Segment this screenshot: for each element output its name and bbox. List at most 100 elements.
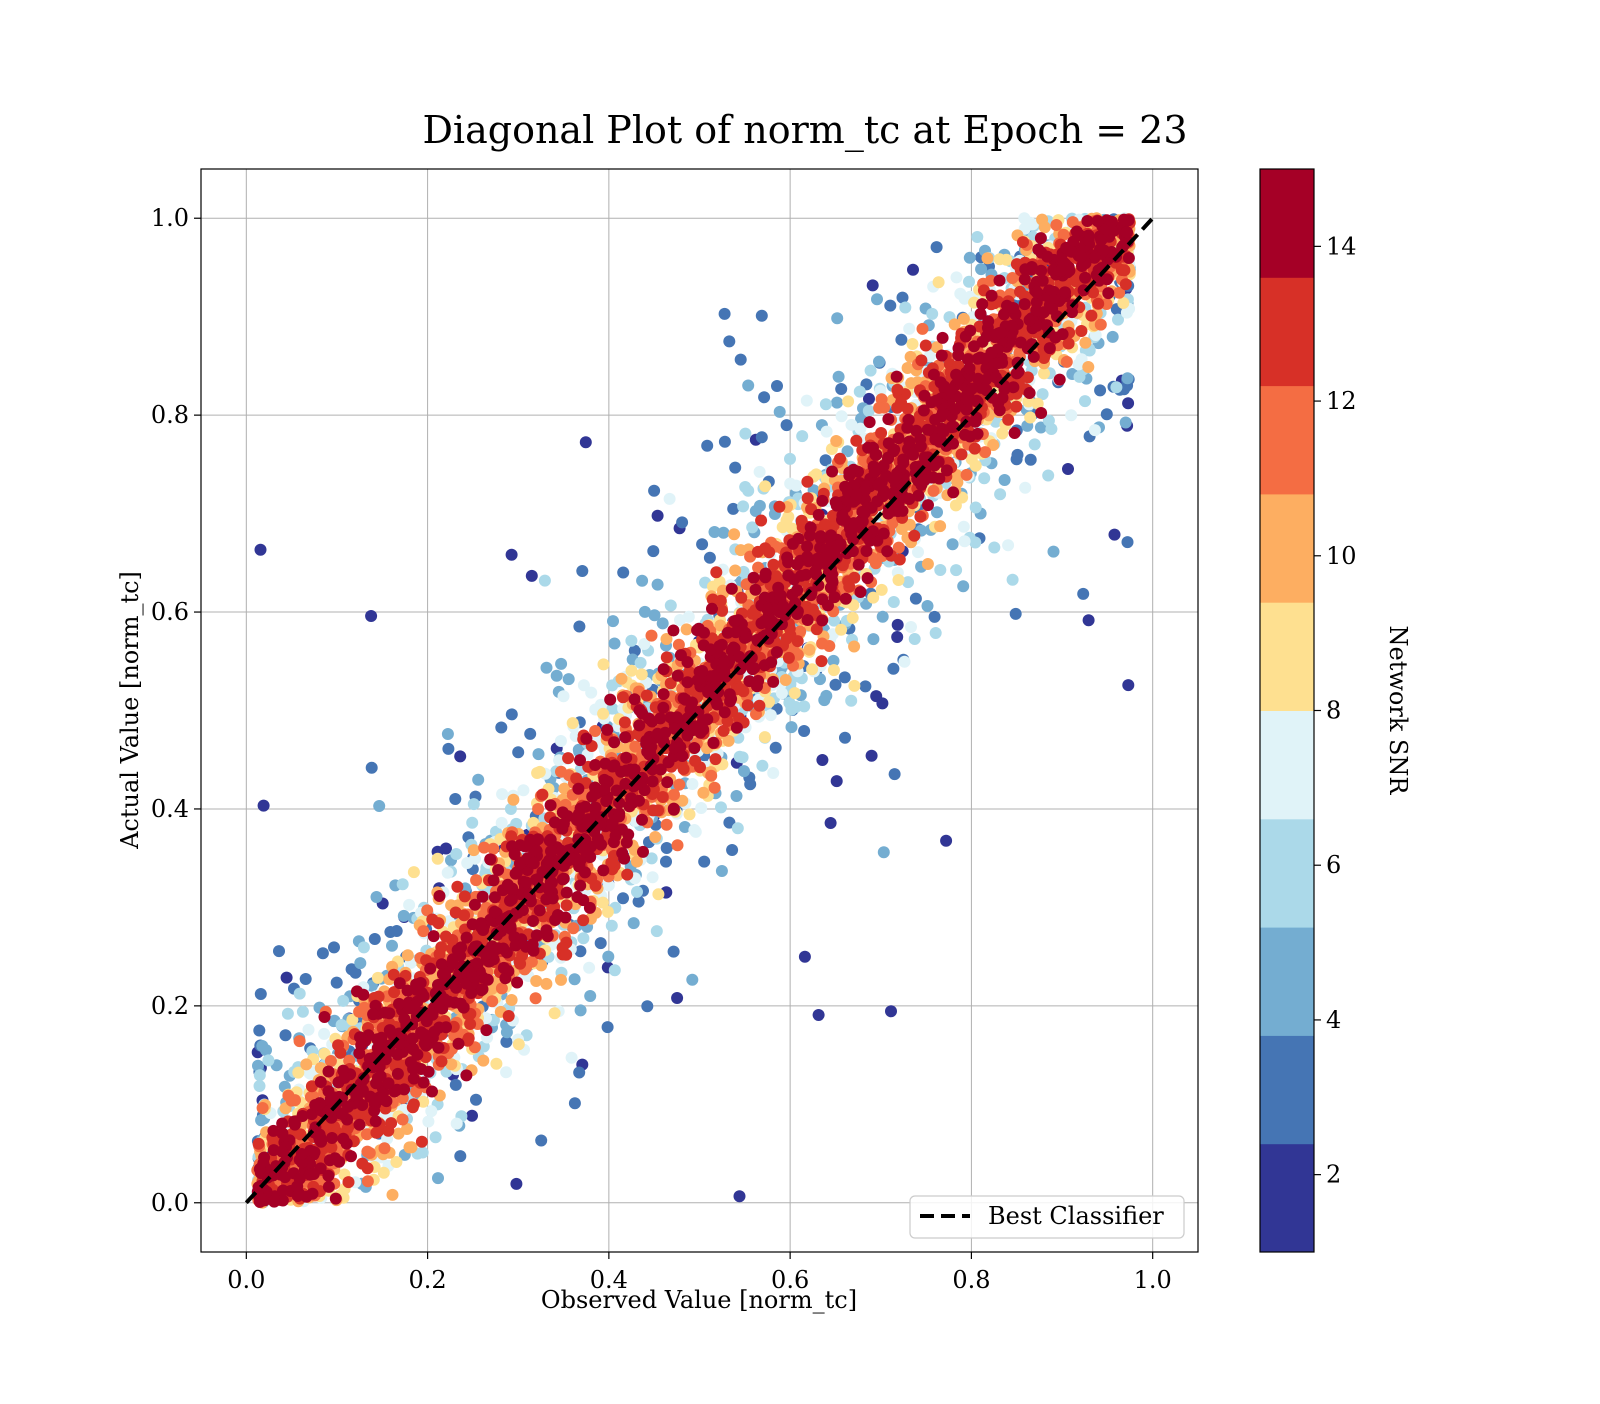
scatter-point bbox=[767, 767, 779, 779]
scatter-point bbox=[873, 356, 885, 368]
scatter-point bbox=[830, 435, 842, 447]
scatter-point bbox=[940, 835, 952, 847]
scatter-point bbox=[513, 1038, 525, 1050]
scatter-point bbox=[576, 565, 588, 577]
scatter-point bbox=[755, 515, 767, 527]
scatter-point bbox=[1002, 539, 1014, 551]
scatter-point bbox=[430, 1131, 442, 1143]
scatter-point bbox=[1029, 438, 1041, 450]
scatter-point bbox=[739, 428, 751, 440]
scatter-point bbox=[524, 728, 536, 740]
scatter-point bbox=[417, 925, 429, 937]
scatter-point bbox=[803, 644, 815, 656]
scatter-point bbox=[893, 574, 905, 586]
scatter-point bbox=[697, 787, 709, 799]
scatter-point bbox=[895, 334, 907, 346]
scatter-point bbox=[1019, 482, 1031, 494]
scatter-point bbox=[816, 638, 828, 650]
scatter-point bbox=[781, 419, 793, 431]
scatter-point bbox=[595, 937, 607, 949]
scatter-point bbox=[899, 656, 911, 668]
scatter-point bbox=[585, 687, 597, 699]
scatter-point bbox=[982, 252, 994, 264]
scatter-point bbox=[496, 788, 508, 800]
scatter-point bbox=[958, 521, 970, 533]
scatter-point bbox=[597, 708, 609, 720]
scatter-point bbox=[366, 762, 378, 774]
scatter-point bbox=[317, 947, 329, 959]
scatter-point bbox=[1122, 372, 1134, 384]
scatter-point bbox=[719, 436, 731, 448]
scatter-point bbox=[753, 700, 765, 712]
scatter-point bbox=[696, 538, 708, 550]
scatter-point bbox=[820, 690, 832, 702]
scatter-point bbox=[723, 335, 735, 347]
scatter-point bbox=[530, 992, 542, 1004]
scatter-point bbox=[468, 798, 480, 810]
scatter-point bbox=[486, 995, 498, 1007]
scatter-point bbox=[1082, 361, 1094, 373]
scatter-point bbox=[254, 1080, 266, 1092]
scatter-point bbox=[847, 612, 859, 624]
scatter-point bbox=[361, 1146, 373, 1158]
scatter-point bbox=[303, 1024, 315, 1036]
scatter-point bbox=[738, 765, 750, 777]
scatter-point bbox=[577, 932, 589, 944]
scatter-point bbox=[532, 803, 544, 815]
scatter-point bbox=[959, 535, 971, 547]
scatter-point bbox=[408, 866, 420, 878]
scatter-point bbox=[1089, 424, 1101, 436]
scatter-point bbox=[926, 308, 938, 320]
scatter-point bbox=[907, 264, 919, 276]
scatter-point bbox=[859, 680, 871, 692]
scatter-point bbox=[450, 848, 462, 860]
scatter-point bbox=[930, 627, 942, 639]
scatter-point bbox=[617, 567, 629, 579]
scatter-point bbox=[854, 386, 866, 398]
scatter-point bbox=[507, 794, 519, 806]
scatter-point bbox=[737, 500, 749, 512]
scatter-point bbox=[541, 662, 553, 674]
scatter-point bbox=[756, 431, 768, 443]
scatter-point bbox=[920, 340, 932, 352]
scatter-point bbox=[353, 1006, 365, 1018]
scatter-point bbox=[770, 742, 782, 754]
scatter-point bbox=[865, 365, 877, 377]
scatter-point bbox=[436, 1055, 448, 1067]
scatter-point bbox=[628, 917, 640, 929]
scatter-point bbox=[728, 528, 740, 540]
scatter-point bbox=[756, 760, 768, 772]
scatter-point bbox=[742, 699, 754, 711]
scatter-point bbox=[1079, 395, 1091, 407]
scatter-point bbox=[661, 819, 673, 831]
scatter-point bbox=[848, 641, 860, 653]
scatter-point bbox=[1045, 423, 1057, 435]
scatter-point bbox=[379, 1142, 391, 1154]
scatter-point bbox=[331, 977, 343, 989]
scatter-point bbox=[602, 951, 614, 963]
scatter-point bbox=[828, 664, 840, 676]
scatter-point bbox=[715, 801, 727, 813]
scatter-point bbox=[616, 673, 628, 685]
scatter-point bbox=[337, 995, 349, 1007]
scatter-point bbox=[451, 1118, 463, 1130]
scatter-point bbox=[780, 674, 792, 686]
scatter-point bbox=[387, 1189, 399, 1201]
scatter-point bbox=[950, 499, 962, 511]
scatter-point bbox=[754, 500, 766, 512]
scatter-point bbox=[466, 817, 478, 829]
scatter-point bbox=[709, 782, 721, 794]
scatter-point bbox=[1079, 337, 1091, 349]
scatter-point bbox=[813, 1009, 825, 1021]
scatter-point bbox=[966, 453, 978, 465]
scatter-point bbox=[569, 973, 581, 985]
scatter-point bbox=[889, 768, 901, 780]
scatter-point bbox=[281, 972, 293, 984]
scatter-point bbox=[661, 651, 673, 663]
scatter-point bbox=[649, 831, 661, 843]
scatter-point bbox=[910, 593, 922, 605]
scatter-point bbox=[450, 1079, 462, 1091]
scatter-point bbox=[1122, 397, 1134, 409]
scatter-point bbox=[922, 600, 934, 612]
scatter-point bbox=[652, 888, 664, 900]
